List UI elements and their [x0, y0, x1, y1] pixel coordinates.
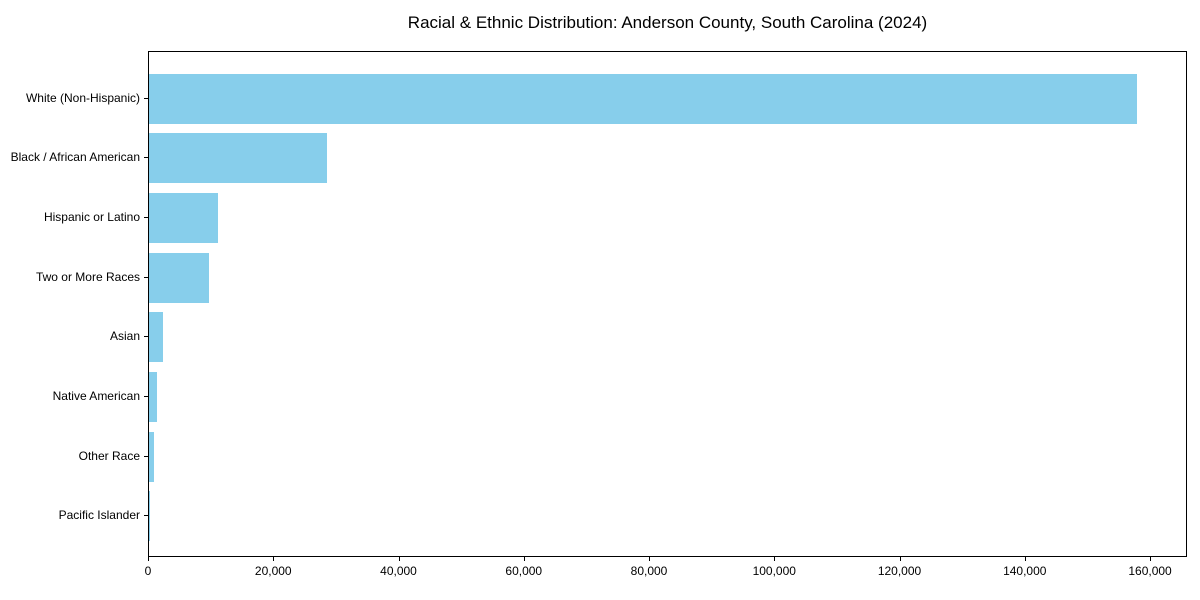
y-tick-label-black-african-american: Black / African American — [10, 150, 140, 165]
chart-title: Racial & Ethnic Distribution: Anderson C… — [407, 13, 928, 32]
x-tick-mark — [1024, 557, 1026, 561]
x-tick-label-20-000: 20,000 — [254, 564, 292, 578]
bar-black-african-american — [149, 133, 327, 184]
y-tick-label-white-non-hispanic: White (Non-Hispanic) — [25, 90, 140, 105]
x-tick-mark — [273, 557, 275, 561]
x-tick-label-100-000: 100,000 — [752, 564, 796, 578]
bar-white-non-hispanic — [149, 73, 1137, 124]
y-tick-mark — [144, 97, 148, 99]
y-tick-label-asian: Asian — [109, 329, 140, 344]
x-tick-label-120-000: 120,000 — [877, 564, 922, 578]
x-tick-mark — [774, 557, 776, 561]
x-tick-label-80-000: 80,000 — [630, 564, 668, 578]
y-tick-mark — [144, 216, 148, 218]
y-tick-mark — [144, 455, 148, 457]
y-tick-mark — [144, 396, 148, 397]
x-tick-label-40-000: 40,000 — [380, 564, 417, 578]
y-tick-label-two-or-more-races: Two or More Races — [35, 269, 140, 284]
x-tick-label-60-000: 60,000 — [505, 564, 543, 578]
y-tick-mark — [144, 336, 148, 338]
y-tick-label-other-race: Other Race — [78, 448, 140, 463]
bar-hispanic-or-latino — [149, 192, 218, 243]
y-tick-mark — [144, 276, 148, 278]
x-tick-mark — [523, 557, 525, 561]
x-tick-mark — [649, 557, 651, 561]
x-tick-mark — [148, 557, 149, 561]
x-tick-label-0: 0 — [144, 564, 152, 578]
x-tick-mark — [1150, 557, 1152, 561]
bar-two-or-more-races — [149, 252, 209, 303]
y-tick-label-hispanic-or-latino: Hispanic or Latino — [43, 209, 140, 224]
bars-layer — [149, 52, 1186, 556]
y-tick-mark — [144, 515, 148, 517]
bar-native-american — [149, 372, 158, 422]
plot-area — [148, 51, 1187, 557]
y-tick-label-pacific-islander: Pacific Islander — [58, 508, 140, 523]
y-tick-label-native-american: Native American — [52, 389, 140, 403]
bar-other-race — [149, 431, 154, 482]
x-tick-mark — [899, 557, 901, 561]
bar-pacific-islander — [149, 491, 150, 542]
y-tick-mark — [144, 157, 148, 159]
bar-asian — [149, 312, 163, 363]
x-tick-mark — [398, 557, 400, 561]
x-tick-label-160-000: 160,000 — [1128, 564, 1172, 578]
x-tick-label-140-000: 140,000 — [1003, 564, 1047, 578]
